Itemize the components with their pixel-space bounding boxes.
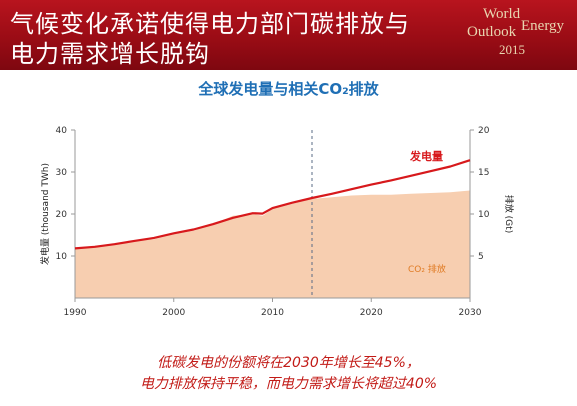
y-left-axis-title: 发电量 (thousand TWh) [39, 163, 51, 265]
generation-series-label: 发电量 [409, 149, 443, 163]
y-right-axis-title: 排放 (Gt) [503, 195, 515, 233]
y-right-tick-label: 10 [478, 210, 490, 220]
co2-emissions-area [75, 190, 470, 298]
y-right-tick-label: 20 [478, 126, 490, 136]
chart-title: 全球发电量与相关CO₂排放 [198, 80, 379, 98]
y-right-tick-label: 5 [478, 252, 484, 262]
footer-note-line-1: 低碳发电的份额将在2030年增长至45%， [157, 355, 420, 371]
header-banner: 气候变化承诺使得电力部门碳排放与 电力需求增长脱钩 World Outlook … [0, 0, 577, 70]
logo-word-world: World [483, 6, 521, 22]
generation-line [74, 159, 471, 250]
x-tick-label: 2020 [360, 308, 383, 318]
slide-title-line-2: 电力需求增长脱钩 [10, 40, 210, 68]
weo-logo: World Outlook 2015 Energy [465, 6, 565, 64]
slide-title-line-1: 气候变化承诺使得电力部门碳排放与 [10, 10, 410, 38]
logo-word-energy: Energy [521, 18, 565, 34]
x-tick-label: 2010 [261, 308, 284, 318]
co2-series-label: CO₂ 排放 [408, 263, 446, 275]
y-right-tick-label: 15 [478, 168, 489, 178]
footer-note-line-2: 电力排放保持平稳，而电力需求增长将超过40% [139, 376, 438, 392]
logo-word-outlook: Outlook [467, 24, 517, 40]
x-tick-label: 2030 [459, 308, 482, 318]
y-left-tick-label: 10 [56, 252, 68, 262]
x-tick-label: 2000 [162, 308, 185, 318]
x-tick-label: 1990 [64, 308, 87, 318]
logo-year: 2015 [499, 42, 525, 57]
y-left-tick-label: 40 [56, 126, 68, 136]
y-left-tick-label: 30 [56, 168, 68, 178]
y-left-tick-label: 20 [56, 210, 68, 220]
